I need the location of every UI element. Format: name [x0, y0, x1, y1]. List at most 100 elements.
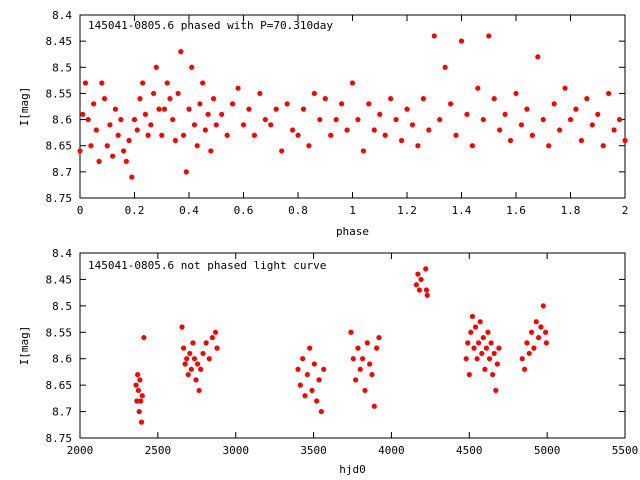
phased-plot-data-point	[540, 116, 546, 123]
phased-plot-data-point	[110, 153, 116, 159]
phased-plot-data-point	[80, 111, 86, 117]
phased-plot-data-point	[306, 143, 312, 149]
unphased-plot-data-point	[311, 361, 317, 367]
phased-plot-data-point	[156, 106, 162, 112]
phased-plot-data-point	[200, 80, 206, 86]
unphased-plot-ytick-label: 8.65	[46, 379, 73, 392]
phased-plot-ytick-label: 8.7	[52, 166, 72, 179]
phased-plot-data-point	[284, 101, 290, 107]
unphased-plot-data-point	[371, 403, 377, 409]
phased-plot-data-point	[289, 127, 296, 133]
phased-plot-data-point	[415, 143, 421, 149]
phased-plot-data-point	[497, 127, 503, 133]
unphased-plot-xtick-label: 5500	[612, 444, 639, 457]
phased-plot-data-point	[213, 122, 219, 128]
phased-plot-data-point	[126, 137, 132, 144]
unphased-plot-xtick-label: 2000	[67, 444, 94, 457]
phased-plot-data-point	[131, 116, 138, 123]
unphased-plot-data-point	[479, 350, 485, 357]
phased-plot-data-point	[96, 158, 102, 164]
phased-plot-data-point	[464, 111, 470, 117]
unphased-plot-data-point	[482, 366, 488, 372]
phased-plot-data-point	[197, 101, 203, 107]
phased-plot-data-point	[507, 137, 514, 144]
unphased-plot-data-point	[139, 393, 145, 399]
unphased-plot-data-point	[188, 366, 194, 372]
phased-plot-data-point	[219, 111, 225, 117]
unphased-plot-data-point	[179, 324, 185, 330]
unphased-plot-xtick-label: 4000	[378, 444, 405, 457]
phased-plot-xtick-label: 0.8	[288, 204, 308, 217]
phased-plot-data-point	[205, 111, 211, 117]
unphased-plot-ylabel: I[mag]	[18, 326, 31, 366]
unphased-plot-data-point	[472, 324, 479, 330]
unphased-plot-data-point	[206, 356, 212, 362]
phased-plot-data-point	[137, 96, 143, 102]
phased-plot-data-point	[295, 132, 301, 138]
unphased-plot-data-point	[471, 345, 477, 351]
phased-plot-data-point	[535, 54, 541, 60]
phased-plot-data-point	[557, 127, 563, 133]
phased-plot-data-point	[371, 127, 377, 133]
phased-plot-ytick-label: 8.55	[46, 87, 73, 100]
unphased-plot-data-point	[135, 371, 141, 378]
unphased-plot-data-point	[209, 334, 215, 341]
phased-plot-data-point	[178, 49, 184, 55]
phased-plot-data-point	[486, 33, 492, 39]
unphased-plot-data-point	[474, 356, 480, 362]
unphased-plot-data-point	[214, 345, 220, 351]
phased-plot-data-point	[107, 122, 113, 128]
phased-plot-xtick-label: 1.8	[561, 204, 581, 217]
unphased-plot-data-point	[519, 356, 525, 362]
unphased-plot-data-point	[477, 319, 483, 325]
phased-plot-data-point	[502, 111, 508, 117]
unphased-plot-data-point	[353, 377, 359, 383]
unphased-plot-data-point	[480, 334, 486, 341]
unphased-plot-data-point	[355, 345, 361, 351]
unphased-plot-data-point	[486, 356, 493, 362]
phased-plot-data-point	[322, 96, 328, 102]
unphased-plot-data-point	[528, 329, 535, 335]
phased-plot-ytick-label: 8.6	[52, 114, 72, 127]
unphased-plot-data-point	[180, 345, 187, 351]
phased-plot-data-point	[529, 132, 535, 138]
phased-plot-data-point	[388, 96, 394, 102]
phased-plot-data-point	[317, 116, 323, 123]
unphased-plot-data-point	[493, 387, 499, 394]
phased-plot-data-point	[469, 143, 475, 149]
unphased-plot-data-point	[190, 340, 196, 346]
phased-plot-data-point	[93, 127, 99, 133]
unphased-plot-data-point	[314, 398, 320, 404]
phased-plot-data-point	[148, 122, 154, 128]
unphased-plot-data-point	[193, 377, 199, 383]
phased-plot-data-point	[167, 96, 173, 102]
unphased-plot-data-point	[141, 334, 147, 341]
phased-plot-data-point	[518, 122, 525, 128]
phased-plot-data-point	[88, 143, 94, 149]
phased-plot-data-point	[268, 122, 274, 128]
unphased-plot-data-point	[135, 387, 141, 394]
phased-plot-data-point	[480, 116, 486, 123]
unphased-plot-data-point	[318, 408, 324, 415]
phased-plot-data-point	[191, 122, 198, 128]
phased-plot-data-point	[366, 101, 372, 107]
phased-plot-data-point	[202, 127, 208, 133]
unphased-plot-data-point	[535, 334, 542, 341]
phased-plot-data-point	[344, 127, 350, 133]
unphased-plot-ytick-label: 8.45	[46, 273, 73, 286]
phased-plot-data-point	[404, 106, 410, 112]
unphased-plot-data-point	[212, 329, 219, 335]
unphased-plot-data-point	[490, 371, 496, 378]
phased-plot-data-point	[453, 132, 459, 138]
phased-plot-data-point	[360, 148, 366, 154]
phased-plot-data-point	[339, 101, 345, 107]
unphased-plot-data-point	[418, 276, 424, 283]
phased-plot-data-point	[189, 64, 195, 70]
phased-plot-data-point	[77, 148, 83, 154]
unphased-plot-data-point	[469, 313, 475, 320]
phased-plot-data-point	[349, 80, 356, 86]
phased-plot-data-point	[153, 64, 159, 70]
phased-plot-data-point	[578, 137, 585, 144]
unphased-plot-data-point	[300, 356, 306, 362]
phased-plot-data-point	[409, 122, 416, 128]
